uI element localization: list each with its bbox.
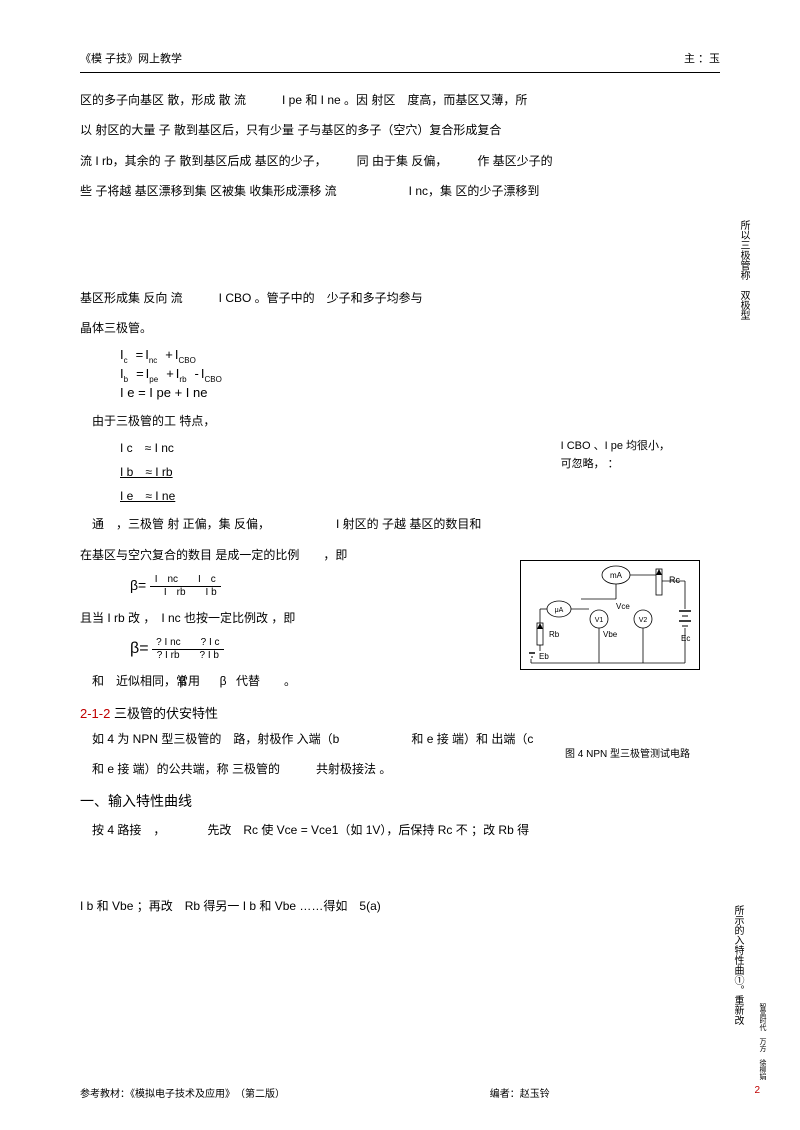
page-footer: 参考教材：《模拟电子技术及应用》 （第二版） 编者：赵玉铃 2 bbox=[80, 1085, 760, 1100]
paragraph-3: 流 I rb，其余的 子 散到基区后成 基区的少子， 同 由于集 反偏， 作 基… bbox=[80, 148, 720, 174]
circuit-caption: 图 4 NPN 型三极管测试电路 bbox=[565, 745, 690, 760]
header-divider bbox=[80, 72, 720, 73]
footer-center: 编者：赵玉铃 bbox=[490, 1085, 550, 1100]
paragraph-7: 由于三极管的工 特点， bbox=[80, 408, 720, 434]
paragraph-5: 基区形成集 反向 流 I CBO 。管子中的 少子和多子均参与 bbox=[80, 285, 720, 311]
circuit-diagram: mA Rc μA V1 Vce V2 Rb Vbe Eb Ec bbox=[520, 560, 700, 670]
approx-3: I e ≈ I ne bbox=[120, 486, 720, 508]
section-title: 三极管的伏安特性 bbox=[110, 706, 218, 721]
footer-left: 参考教材：《模拟电子技术及应用》 （第二版） bbox=[80, 1085, 285, 1100]
eq-line-2: Ib = Ipe + Irb - ICBO bbox=[120, 366, 720, 383]
paragraph-1: 区的多子向基区 散，形成 散 流 I pe 和 I ne 。因 射区 度高，而基… bbox=[80, 87, 720, 113]
paragraph-4: 些 子将越 基区漂移到集 区被集 收集形成漂移 流 I nc，集 区的少子漂移到 bbox=[80, 178, 720, 204]
label-v2: V2 bbox=[639, 617, 648, 624]
label-ua: μA bbox=[555, 607, 564, 614]
paragraph-14: 按 4 路接 ， 先改 Rc 使 Vce = Vce1（如 1V），后保持 Rc… bbox=[80, 817, 720, 843]
equation-block-1: Ic = Inc + ICBO Ib = Ipe + Irb - ICBO I … bbox=[120, 347, 720, 402]
section-number: 2-1-2 bbox=[80, 706, 110, 721]
page-number: 2 bbox=[754, 1085, 760, 1100]
label-ma: mA bbox=[610, 571, 623, 580]
paragraph-15: I b 和 Vbe ；再改 Rb 得另一 I b 和 Vbe ……得如 5(a) bbox=[80, 893, 720, 919]
subsection-1: 一、输入特性曲线 bbox=[80, 791, 720, 811]
header-right: 主 ：玉 bbox=[684, 50, 720, 66]
label-vce: Vce bbox=[616, 602, 630, 611]
tiny-vertical-text: 智富时代 万方 徐柳娟 bbox=[758, 1003, 766, 1080]
eq-line-3: I e = I pe + I ne bbox=[120, 385, 720, 402]
section-header: 2-1-2 三极管的伏安特性 bbox=[80, 703, 720, 722]
page-header: 《模 子技》网上教学 主 ：玉 bbox=[80, 50, 720, 66]
eq-line-1: Ic = Inc + ICBO bbox=[120, 347, 720, 364]
vertical-note-2: 所示的入特性曲①。重新改 bbox=[730, 905, 744, 1025]
label-ec: Ec bbox=[681, 634, 690, 643]
side-note-1: I CBO 、I pe 均很小， 可忽略， ： bbox=[561, 438, 670, 473]
header-left: 《模 子技》网上教学 bbox=[80, 50, 182, 66]
vertical-note-1: 所以三极管称 双极型 bbox=[736, 220, 750, 320]
label-v1: V1 bbox=[595, 617, 604, 624]
paragraph-11: 和 近似相同，常用 代替 。 β β bbox=[80, 668, 720, 694]
paragraph-8: 通 ，三极管 射 正偏，集 反偏， I 射区的 子越 基区的数目和 bbox=[80, 511, 720, 537]
label-rb: Rb bbox=[549, 630, 560, 639]
paragraph-13: 和 e 接 端）的公共端，称 三极管的 共射极接法 。 bbox=[80, 756, 720, 782]
label-vbe: Vbe bbox=[603, 630, 618, 639]
label-eb: Eb bbox=[539, 652, 549, 661]
paragraph-6: 晶体三极管。 bbox=[80, 315, 720, 341]
label-rc: Rc bbox=[669, 575, 680, 585]
paragraph-2: 以 射区的大量 子 散到基区后，只有少量 子与基区的多子（空穴）复合形成复合 bbox=[80, 117, 720, 143]
